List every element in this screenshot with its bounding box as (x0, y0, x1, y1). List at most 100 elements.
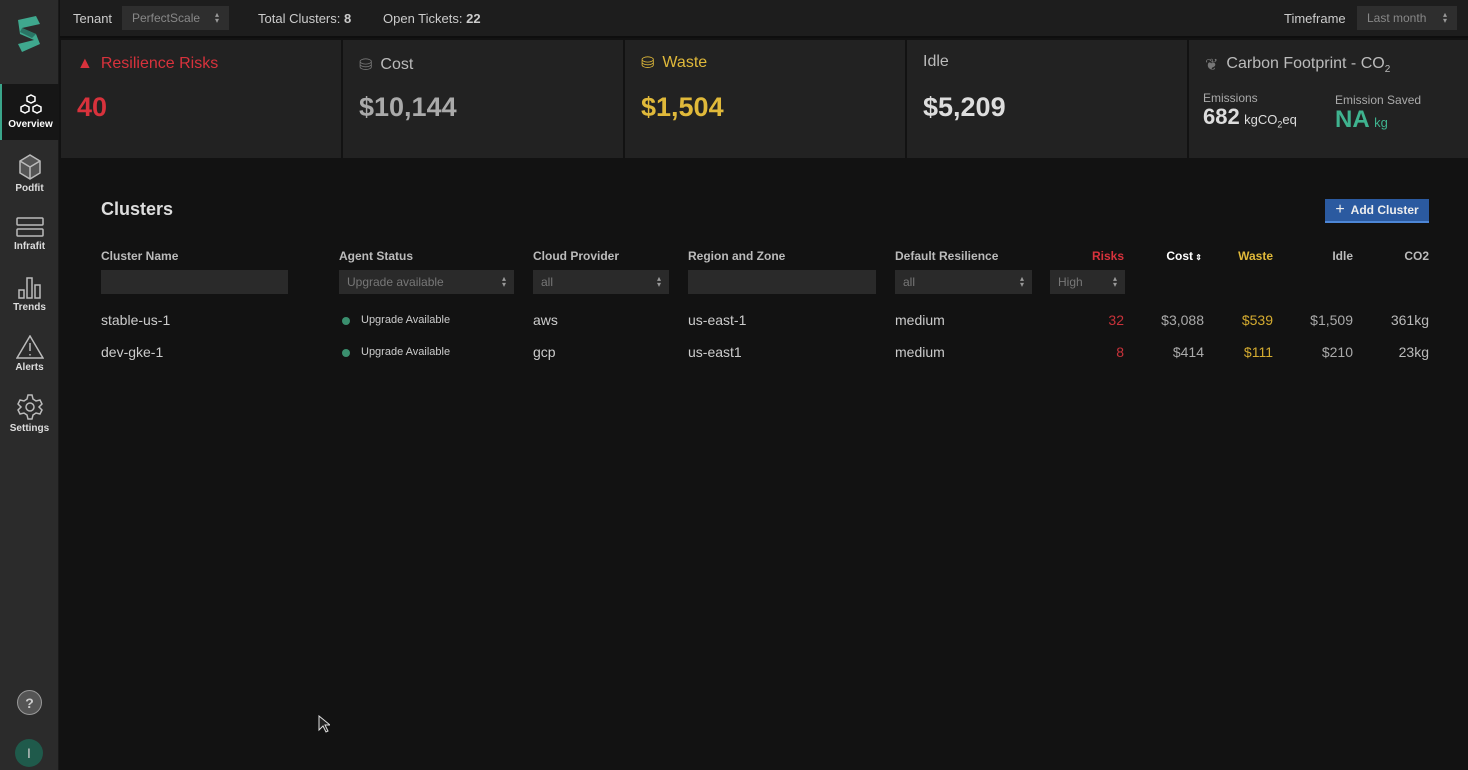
total-clusters-value: 8 (344, 11, 352, 26)
waste: $111 (1243, 344, 1273, 360)
column-header-cloud-provider[interactable]: Cloud Provider (533, 249, 620, 263)
card-value: $10,144 (359, 92, 457, 122)
agent-status: Upgrade Available (361, 314, 451, 326)
card-value: $1,504 (641, 92, 724, 122)
region: us-east-1 (688, 312, 747, 328)
card-title: Carbon Footprint - CO (1226, 55, 1385, 72)
sidebar-item-alerts[interactable]: Alerts (0, 326, 59, 382)
avatar[interactable]: I (15, 739, 43, 767)
cube-icon (18, 154, 41, 180)
column-header-co2[interactable]: CO2 (1404, 249, 1429, 263)
waste-card[interactable]: ⛁ Waste $1,504 (625, 40, 905, 158)
emissions-value: 682 kgCO2eq (1203, 104, 1297, 130)
column-header-default-resilience[interactable]: Default Resilience (895, 249, 999, 263)
clusters-title: Clusters (101, 199, 174, 219)
region: us-east1 (688, 344, 742, 360)
sort-arrows-icon: ▴ ▾ (1442, 10, 1447, 25)
carbon-footprint-card[interactable]: ❦ Carbon Footprint - CO2 Emissions 682 kg… (1189, 40, 1468, 158)
cloud-provider-filter[interactable]: all ▴ ▾ (533, 270, 669, 294)
total-clusters: Total Clusters: 8 (258, 11, 351, 26)
column-header-agent-status[interactable]: Agent Status (339, 249, 414, 263)
server-icon (15, 217, 44, 237)
sidebar-item-label: Settings (9, 423, 50, 434)
coins-icon: ⛁ (641, 55, 655, 72)
sidebar-item-label: Trends (13, 302, 46, 313)
total-clusters-label: Total Clusters: (258, 11, 341, 26)
leaf-icon: ❦ (1205, 57, 1219, 75)
open-tickets-label: Open Tickets: (383, 11, 463, 26)
add-cluster-button[interactable]: + Add Cluster (1325, 199, 1429, 223)
cluster-name[interactable]: stable-us-1 (101, 312, 171, 328)
sort-arrows-icon: ▴ ▾ (214, 10, 219, 25)
resilience-risks-card[interactable]: ▲ Resilience Risks 40 (61, 40, 341, 158)
mouse-cursor-icon (318, 714, 332, 738)
tenant-label: Tenant (73, 11, 113, 26)
default-resilience-filter[interactable]: all ▴ ▾ (895, 270, 1032, 294)
column-header-idle[interactable]: Idle (1332, 249, 1353, 263)
emissions-unit: kgCO (1244, 112, 1278, 127)
agent-status: Upgrade Available (361, 346, 451, 358)
default-resilience: medium (895, 344, 945, 360)
saved-unit: kg (1374, 115, 1388, 130)
gear-icon (16, 394, 43, 420)
plus-icon: + (1335, 201, 1345, 218)
timeframe-select[interactable]: Last month ▴ ▾ (1357, 6, 1457, 30)
top-bar: Tenant PerfectScale ▴ ▾ Total Clusters: 8 … (60, 0, 1468, 38)
sidebar-item-settings[interactable]: Settings (0, 386, 59, 442)
cost: $3,088 (1161, 312, 1204, 328)
sort-arrows-icon: ▴ ▾ (1112, 274, 1117, 289)
sort-arrows-icon: ▴ ▾ (1019, 274, 1024, 289)
card-title: Idle (923, 53, 949, 70)
cluster-name-filter[interactable] (101, 270, 288, 294)
sidebar-item-trends[interactable]: Trends (0, 266, 59, 322)
emissions-unit-suffix: eq (1282, 112, 1297, 127)
timeframe-label: Timeframe (1284, 11, 1346, 26)
timeframe-value: Last month (1367, 11, 1427, 25)
card-value: $5,209 (923, 92, 1006, 122)
sidebar-item-podfit[interactable]: Podfit (0, 146, 59, 202)
idle: $1,509 (1310, 312, 1353, 328)
tenant-select[interactable]: PerfectScale ▴ ▾ (122, 6, 229, 30)
open-tickets-value: 22 (466, 11, 481, 26)
coins-icon: ⛁ (359, 57, 373, 74)
cluster-name[interactable]: dev-gke-1 (101, 344, 164, 360)
cloud-provider: gcp (533, 344, 556, 360)
column-header-cluster-name[interactable]: Cluster Name (101, 249, 179, 263)
sort-arrows-icon: ▴ ▾ (656, 274, 661, 289)
status-dot-icon (342, 349, 350, 357)
perfectscale-logo[interactable] (14, 16, 44, 57)
cubes-icon (19, 94, 42, 114)
risks-filter[interactable]: High ▴ ▾ (1050, 270, 1125, 294)
cost-card[interactable]: ⛁ Cost $10,144 (343, 40, 623, 158)
sidebar-item-label: Overview (8, 119, 53, 130)
default-resilience: medium (895, 312, 945, 328)
column-header-risks[interactable]: Risks (1091, 249, 1124, 263)
warning-icon: ▲ (77, 55, 93, 72)
help-button[interactable]: ? (17, 690, 42, 715)
waste: $539 (1241, 312, 1273, 328)
column-header-region[interactable]: Region and Zone (688, 249, 786, 263)
tenant-value: PerfectScale (132, 11, 201, 25)
card-title-subscript: 2 (1384, 64, 1391, 76)
emissions-unit-subscript: 2 (1277, 119, 1283, 130)
risks: 32 (1108, 312, 1124, 328)
emissions-label: Emissions (1203, 91, 1258, 105)
idle-card[interactable]: Idle $5,209 (907, 40, 1187, 158)
sidebar-item-infrafit[interactable]: Infrafit (0, 206, 59, 262)
column-header-waste[interactable]: Waste (1238, 249, 1273, 263)
idle: $210 (1321, 344, 1353, 360)
sidebar-item-label: Podfit (15, 183, 44, 194)
sidebar-item-overview[interactable]: Overview (0, 84, 59, 140)
co2: 23kg (1398, 344, 1429, 360)
add-cluster-label: Add Cluster (1350, 203, 1419, 217)
card-value: 40 (77, 92, 108, 122)
agent-status-filter[interactable]: Upgrade available ▴ ▾ (339, 270, 514, 294)
chart-icon (17, 277, 41, 299)
column-header-cost[interactable]: Cost ⇕ (1166, 249, 1202, 263)
region-filter[interactable] (688, 270, 876, 294)
filter-value: Upgrade available (347, 275, 444, 289)
card-title: Waste (662, 54, 708, 71)
sort-arrows-icon: ▴ ▾ (501, 274, 506, 289)
card-title: Cost (380, 56, 414, 73)
emission-saved-value: NA kg (1335, 106, 1388, 134)
